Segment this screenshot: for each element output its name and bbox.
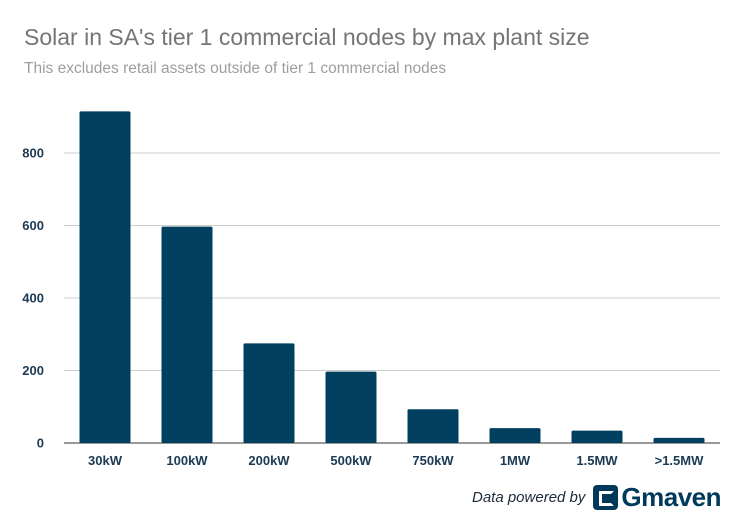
x-tick-label: 30kW xyxy=(88,453,123,468)
bar-1MW xyxy=(489,428,541,443)
x-tick-label: 200kW xyxy=(248,453,290,468)
chart-subtitle: This excludes retail assets outside of t… xyxy=(24,60,447,77)
bar-750kW xyxy=(407,409,459,443)
bar-200kW xyxy=(243,343,295,443)
footer-attribution: Data powered by Gmaven xyxy=(471,482,722,513)
x-tick-label: 1.5MW xyxy=(576,453,618,468)
x-tick-label: 1MW xyxy=(500,453,531,468)
bar-100kW xyxy=(161,226,213,443)
bar-500kW xyxy=(325,371,377,443)
bar->1.5MW xyxy=(653,437,705,443)
y-tick-label: 0 xyxy=(37,436,44,451)
x-tick-label: >1.5MW xyxy=(655,453,704,468)
gmaven-logo: Gmaven xyxy=(593,482,721,513)
y-tick-label: 200 xyxy=(22,363,44,378)
y-tick-label: 400 xyxy=(22,291,44,306)
x-tick-label: 500kW xyxy=(330,453,372,468)
y-tick-label: 600 xyxy=(22,218,44,233)
x-tick-label: 100kW xyxy=(166,453,208,468)
y-tick-label: 800 xyxy=(22,146,44,161)
powered-by-label: Data powered by xyxy=(471,489,586,506)
gmaven-logo-text: Gmaven xyxy=(621,482,721,512)
x-tick-label: 750kW xyxy=(412,453,454,468)
chart-title: Solar in SA's tier 1 commercial nodes by… xyxy=(24,24,590,50)
bar-30kW xyxy=(79,111,131,443)
gmaven-logo-icon xyxy=(593,485,619,510)
bar-1.5MW xyxy=(571,430,623,443)
